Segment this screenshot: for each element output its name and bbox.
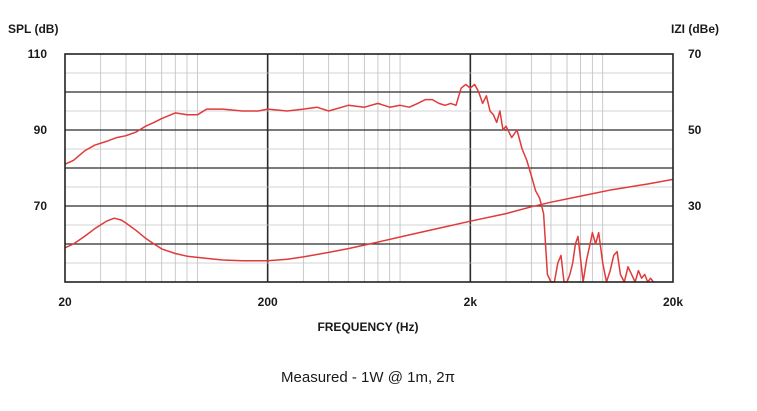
- y-left-tick-label: 90: [34, 123, 48, 137]
- y-right-tick-label: 30: [688, 199, 702, 213]
- x-tick-label: 200: [258, 295, 278, 309]
- x-tick-label: 20: [58, 295, 72, 309]
- impedance-curve: [64, 178, 674, 262]
- y-right-tick-label: 50: [688, 123, 702, 137]
- spl-curve: [64, 83, 655, 283]
- y-axis-left-title: SPL (dB): [8, 22, 58, 36]
- tick-labels: 20 200 2k 20k 110 90 70 70 50 30: [28, 47, 702, 309]
- y-left-tick-label: 70: [34, 199, 48, 213]
- x-tick-label: 20k: [663, 295, 683, 309]
- plot-frame: [64, 53, 674, 283]
- x-axis-title: FREQUENCY (Hz): [317, 320, 418, 334]
- grid: [65, 54, 673, 282]
- y-axis-right-title: IZI (dBe): [671, 22, 719, 36]
- series-layer: [64, 83, 674, 283]
- chart-caption: Measured - 1W @ 1m, 2π: [281, 369, 455, 386]
- x-tick-label: 2k: [464, 295, 478, 309]
- y-left-tick-label: 110: [28, 47, 48, 61]
- y-right-tick-label: 70: [688, 47, 702, 61]
